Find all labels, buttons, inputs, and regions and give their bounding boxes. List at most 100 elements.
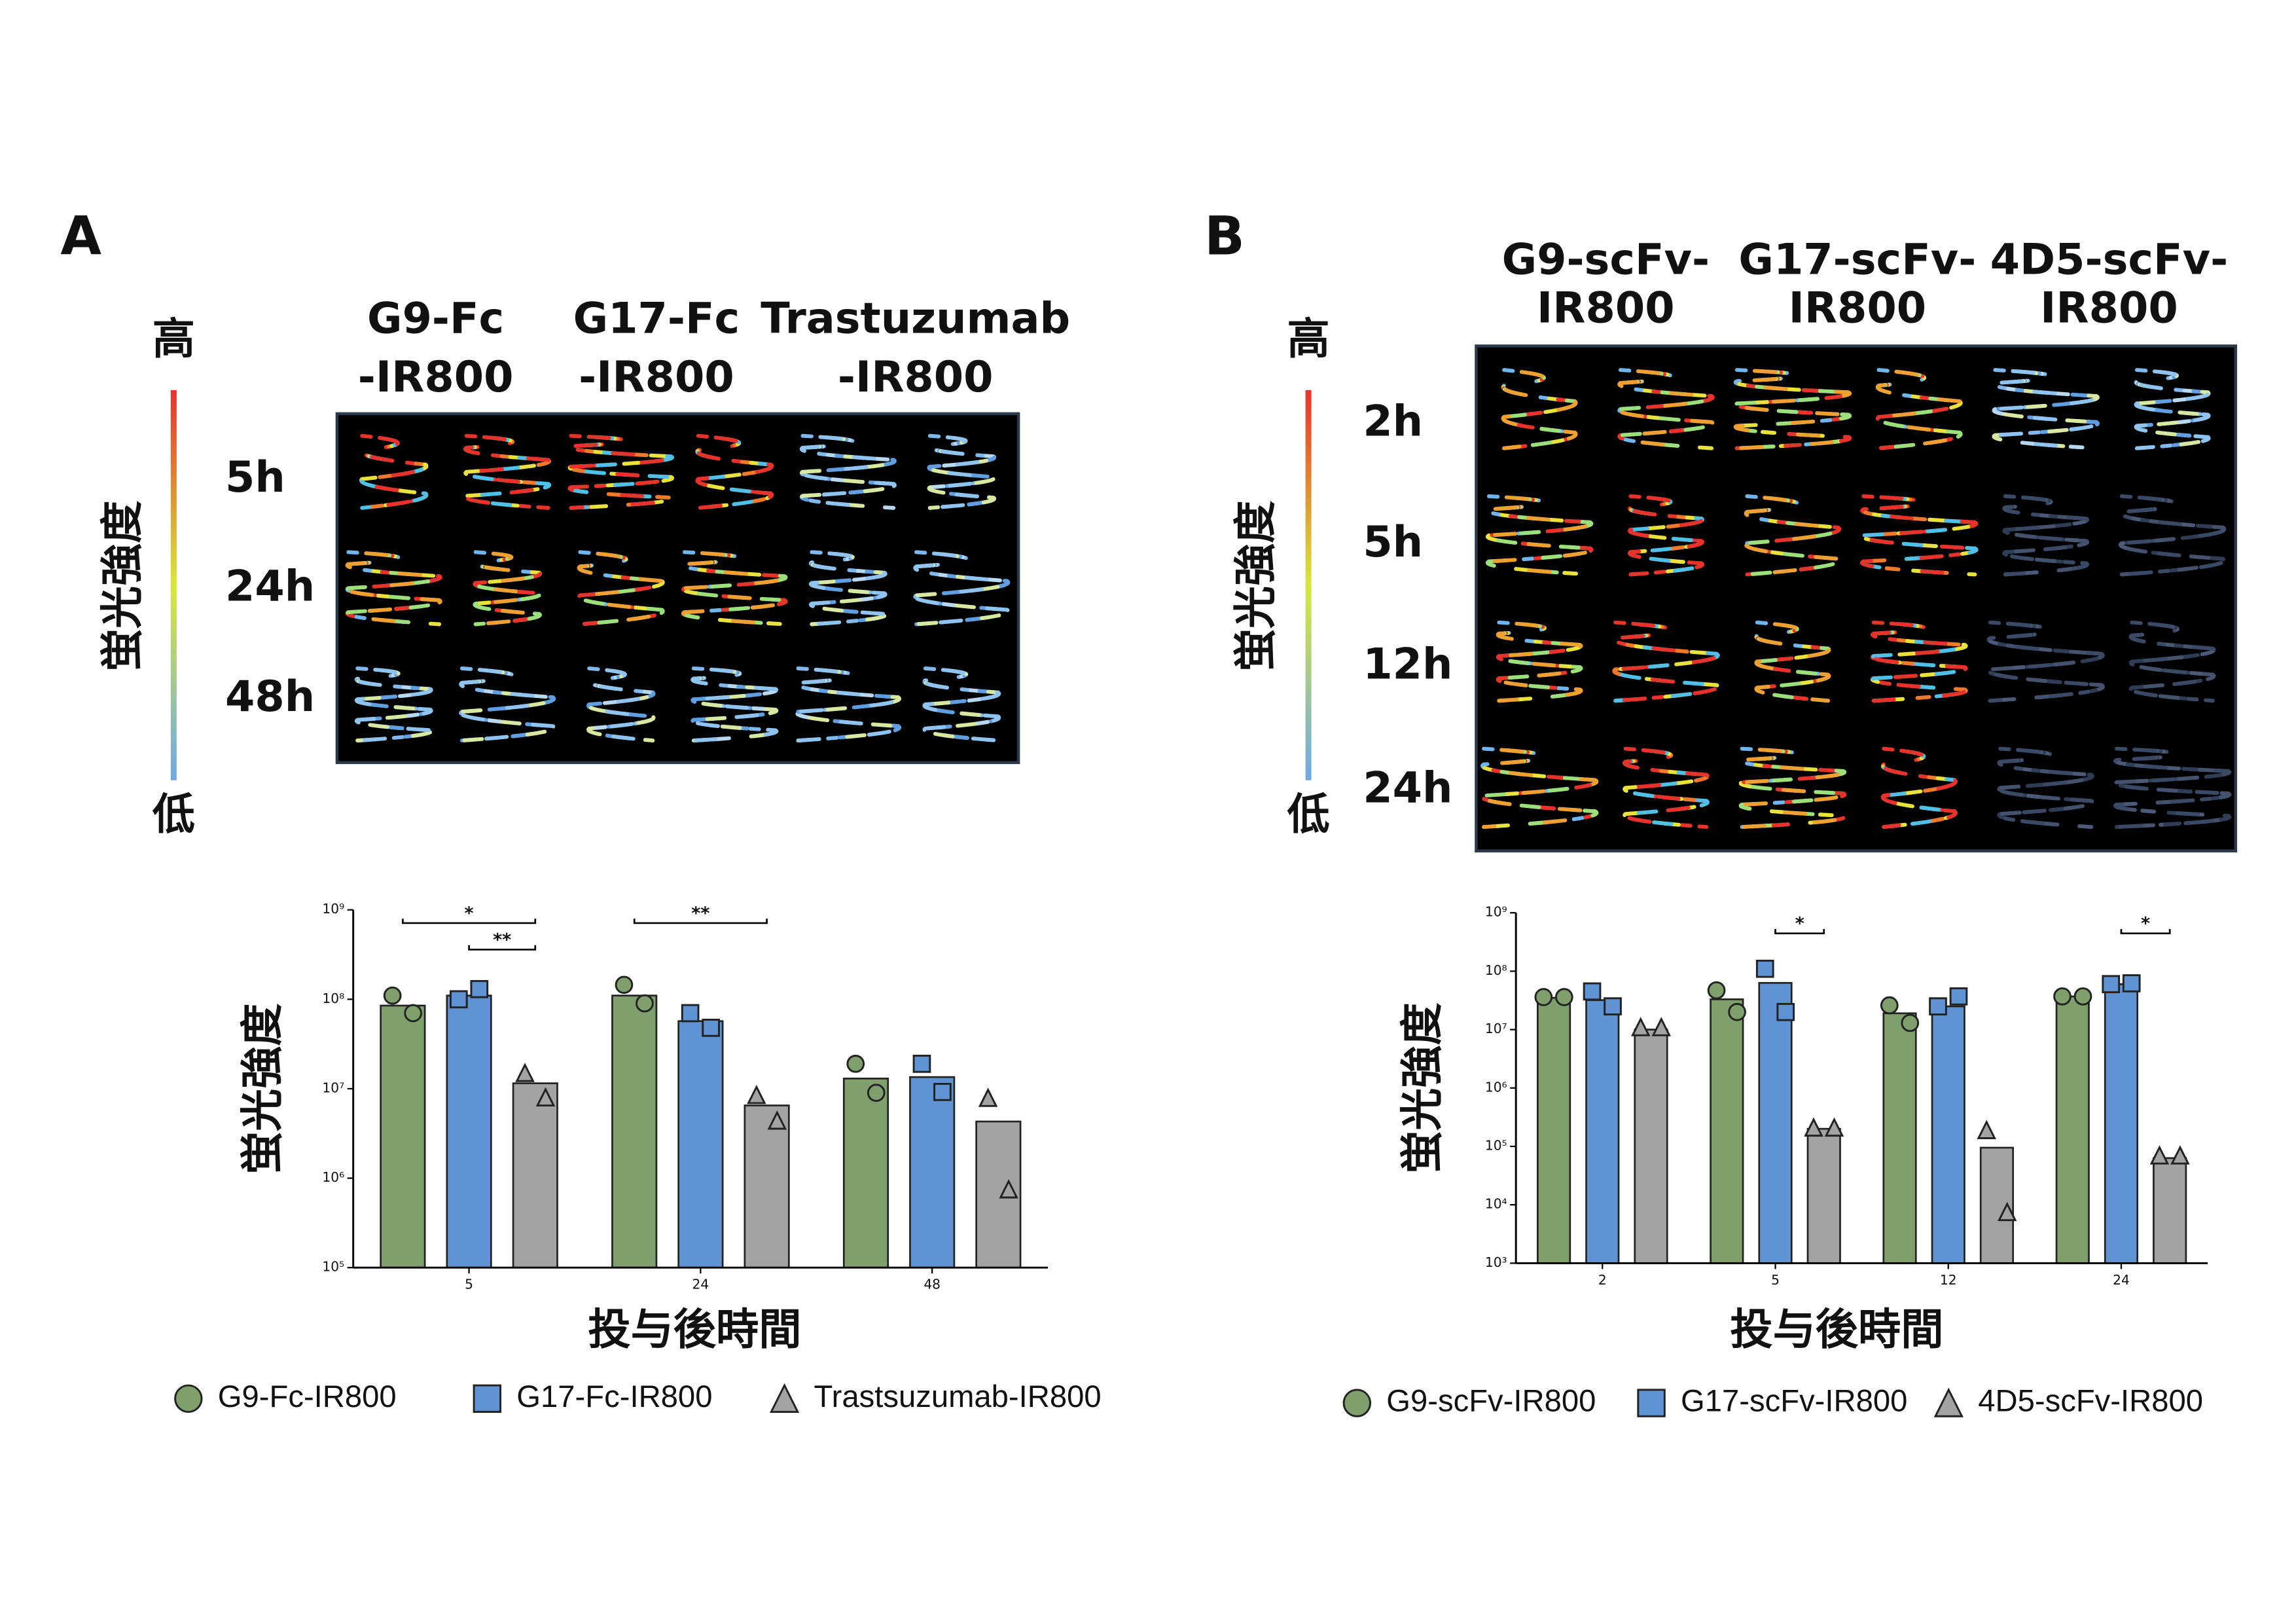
organ-signal bbox=[1860, 494, 1979, 577]
organ-signal bbox=[913, 550, 1011, 627]
y-tick-label: 10⁸ bbox=[1485, 962, 1507, 978]
x-tick-label: 24 bbox=[692, 1277, 709, 1292]
colorbar-low: 低 bbox=[152, 790, 195, 839]
organ-signal bbox=[1496, 620, 1583, 703]
data-point bbox=[2102, 975, 2121, 994]
bar bbox=[1710, 998, 1744, 1264]
y-tick-label: 10⁹ bbox=[322, 901, 344, 917]
organ-signal bbox=[1754, 620, 1831, 703]
organ-signal bbox=[691, 666, 779, 743]
legend-label: G17-Fc-IR800 bbox=[516, 1379, 712, 1414]
data-point bbox=[1631, 1017, 1651, 1036]
column-header: -IR800 bbox=[579, 352, 734, 402]
organ-signal bbox=[799, 433, 897, 510]
bar bbox=[1882, 1012, 1917, 1264]
organ-signal bbox=[927, 433, 997, 510]
data-point bbox=[1534, 988, 1553, 1006]
organ-signal bbox=[1880, 746, 1958, 830]
x-tick-label: 2 bbox=[1598, 1272, 1607, 1288]
colorbar-high: 高 bbox=[152, 314, 195, 364]
data-point bbox=[1949, 987, 1968, 1006]
bar bbox=[842, 1078, 889, 1269]
data-point bbox=[615, 976, 634, 994]
organ-signal bbox=[913, 550, 1011, 627]
y-tick-label: 10⁵ bbox=[1485, 1138, 1507, 1154]
y-tick-label: 10⁶ bbox=[1485, 1079, 1507, 1095]
row-label: 24h bbox=[225, 562, 315, 611]
organ-signal bbox=[577, 550, 665, 627]
organ-signal bbox=[691, 666, 779, 743]
organ-signal bbox=[567, 433, 674, 510]
organ-signal bbox=[1744, 494, 1842, 577]
organ-signal bbox=[1876, 368, 1963, 450]
row-label: 12h bbox=[1363, 640, 1452, 689]
data-point bbox=[1755, 959, 1774, 978]
data-point bbox=[2053, 987, 2072, 1006]
legend-marker bbox=[1637, 1389, 1666, 1417]
x-tick-label: 48 bbox=[924, 1277, 941, 1292]
organ-signal bbox=[2002, 494, 2089, 577]
y-tick-label: 10⁵ bbox=[322, 1259, 344, 1275]
significance-label: ** bbox=[493, 930, 511, 950]
significance-label: * bbox=[1795, 914, 1804, 934]
image-panel bbox=[335, 412, 1020, 765]
image-panel bbox=[1475, 344, 2238, 853]
organ-signal bbox=[2119, 494, 2227, 577]
colorbar-high: 高 bbox=[1287, 314, 1330, 364]
y-tick-label: 10⁷ bbox=[322, 1080, 344, 1095]
organ-signal bbox=[1623, 746, 1710, 830]
organ-signal bbox=[586, 666, 656, 743]
organ-signal bbox=[567, 433, 674, 510]
legend-label: G9-Fc-IR800 bbox=[218, 1379, 397, 1414]
organ-signal bbox=[359, 433, 429, 510]
x-tick-label: 24 bbox=[2113, 1272, 2130, 1288]
significance-bracket bbox=[2120, 928, 2171, 935]
x-tick-label: 5 bbox=[1771, 1272, 1780, 1288]
y-axis-label: 蛍光強度 bbox=[1397, 1002, 1447, 1173]
bar bbox=[744, 1104, 790, 1269]
y-tick-label: 10⁴ bbox=[1485, 1196, 1507, 1212]
data-point bbox=[2170, 1145, 2190, 1165]
data-point bbox=[2073, 987, 2092, 1006]
data-point bbox=[1707, 981, 1726, 1000]
data-point bbox=[383, 986, 402, 1005]
x-tick-label: 12 bbox=[1940, 1272, 1957, 1288]
column-header: -IR800 bbox=[358, 352, 514, 402]
data-point bbox=[846, 1055, 865, 1073]
organ-signal bbox=[586, 666, 656, 743]
bar bbox=[1585, 999, 1620, 1264]
legend-label: G17-scFv-IR800 bbox=[1681, 1384, 1907, 1419]
significance-bracket bbox=[402, 919, 537, 924]
data-point bbox=[404, 1004, 422, 1023]
bar bbox=[1931, 1005, 1965, 1264]
organ-signal bbox=[2002, 494, 2089, 577]
legend-marker bbox=[769, 1383, 800, 1413]
column-header: G17-scFv- bbox=[1738, 234, 1976, 284]
y-tick-label: 10³ bbox=[1485, 1254, 1507, 1270]
organ-signal bbox=[577, 550, 665, 627]
organ-signal bbox=[1871, 620, 1968, 703]
organ-signal bbox=[1992, 368, 2100, 450]
legend-marker bbox=[174, 1384, 203, 1413]
data-point bbox=[1604, 997, 1622, 1015]
data-point bbox=[1929, 997, 1947, 1015]
column-header: IR800 bbox=[1789, 283, 1927, 333]
organ-signal bbox=[1612, 620, 1720, 703]
organ-signal bbox=[1486, 494, 1594, 577]
row-label: 48h bbox=[225, 672, 315, 721]
bar bbox=[611, 994, 658, 1269]
data-point bbox=[681, 1004, 700, 1023]
organ-signal bbox=[1992, 368, 2100, 450]
data-point bbox=[535, 1087, 556, 1107]
organ-signal bbox=[1860, 494, 1979, 577]
data-point bbox=[933, 1083, 952, 1101]
data-point bbox=[1804, 1117, 1823, 1137]
bar bbox=[909, 1076, 956, 1269]
colorbar-label: 蛍光強度 bbox=[1231, 501, 1281, 672]
column-header: -IR800 bbox=[838, 352, 994, 402]
column-header: IR800 bbox=[1537, 283, 1675, 333]
organ-signal bbox=[1876, 368, 1963, 450]
bar bbox=[677, 1020, 724, 1269]
organ-signal bbox=[1997, 746, 2094, 830]
bar bbox=[446, 994, 492, 1269]
